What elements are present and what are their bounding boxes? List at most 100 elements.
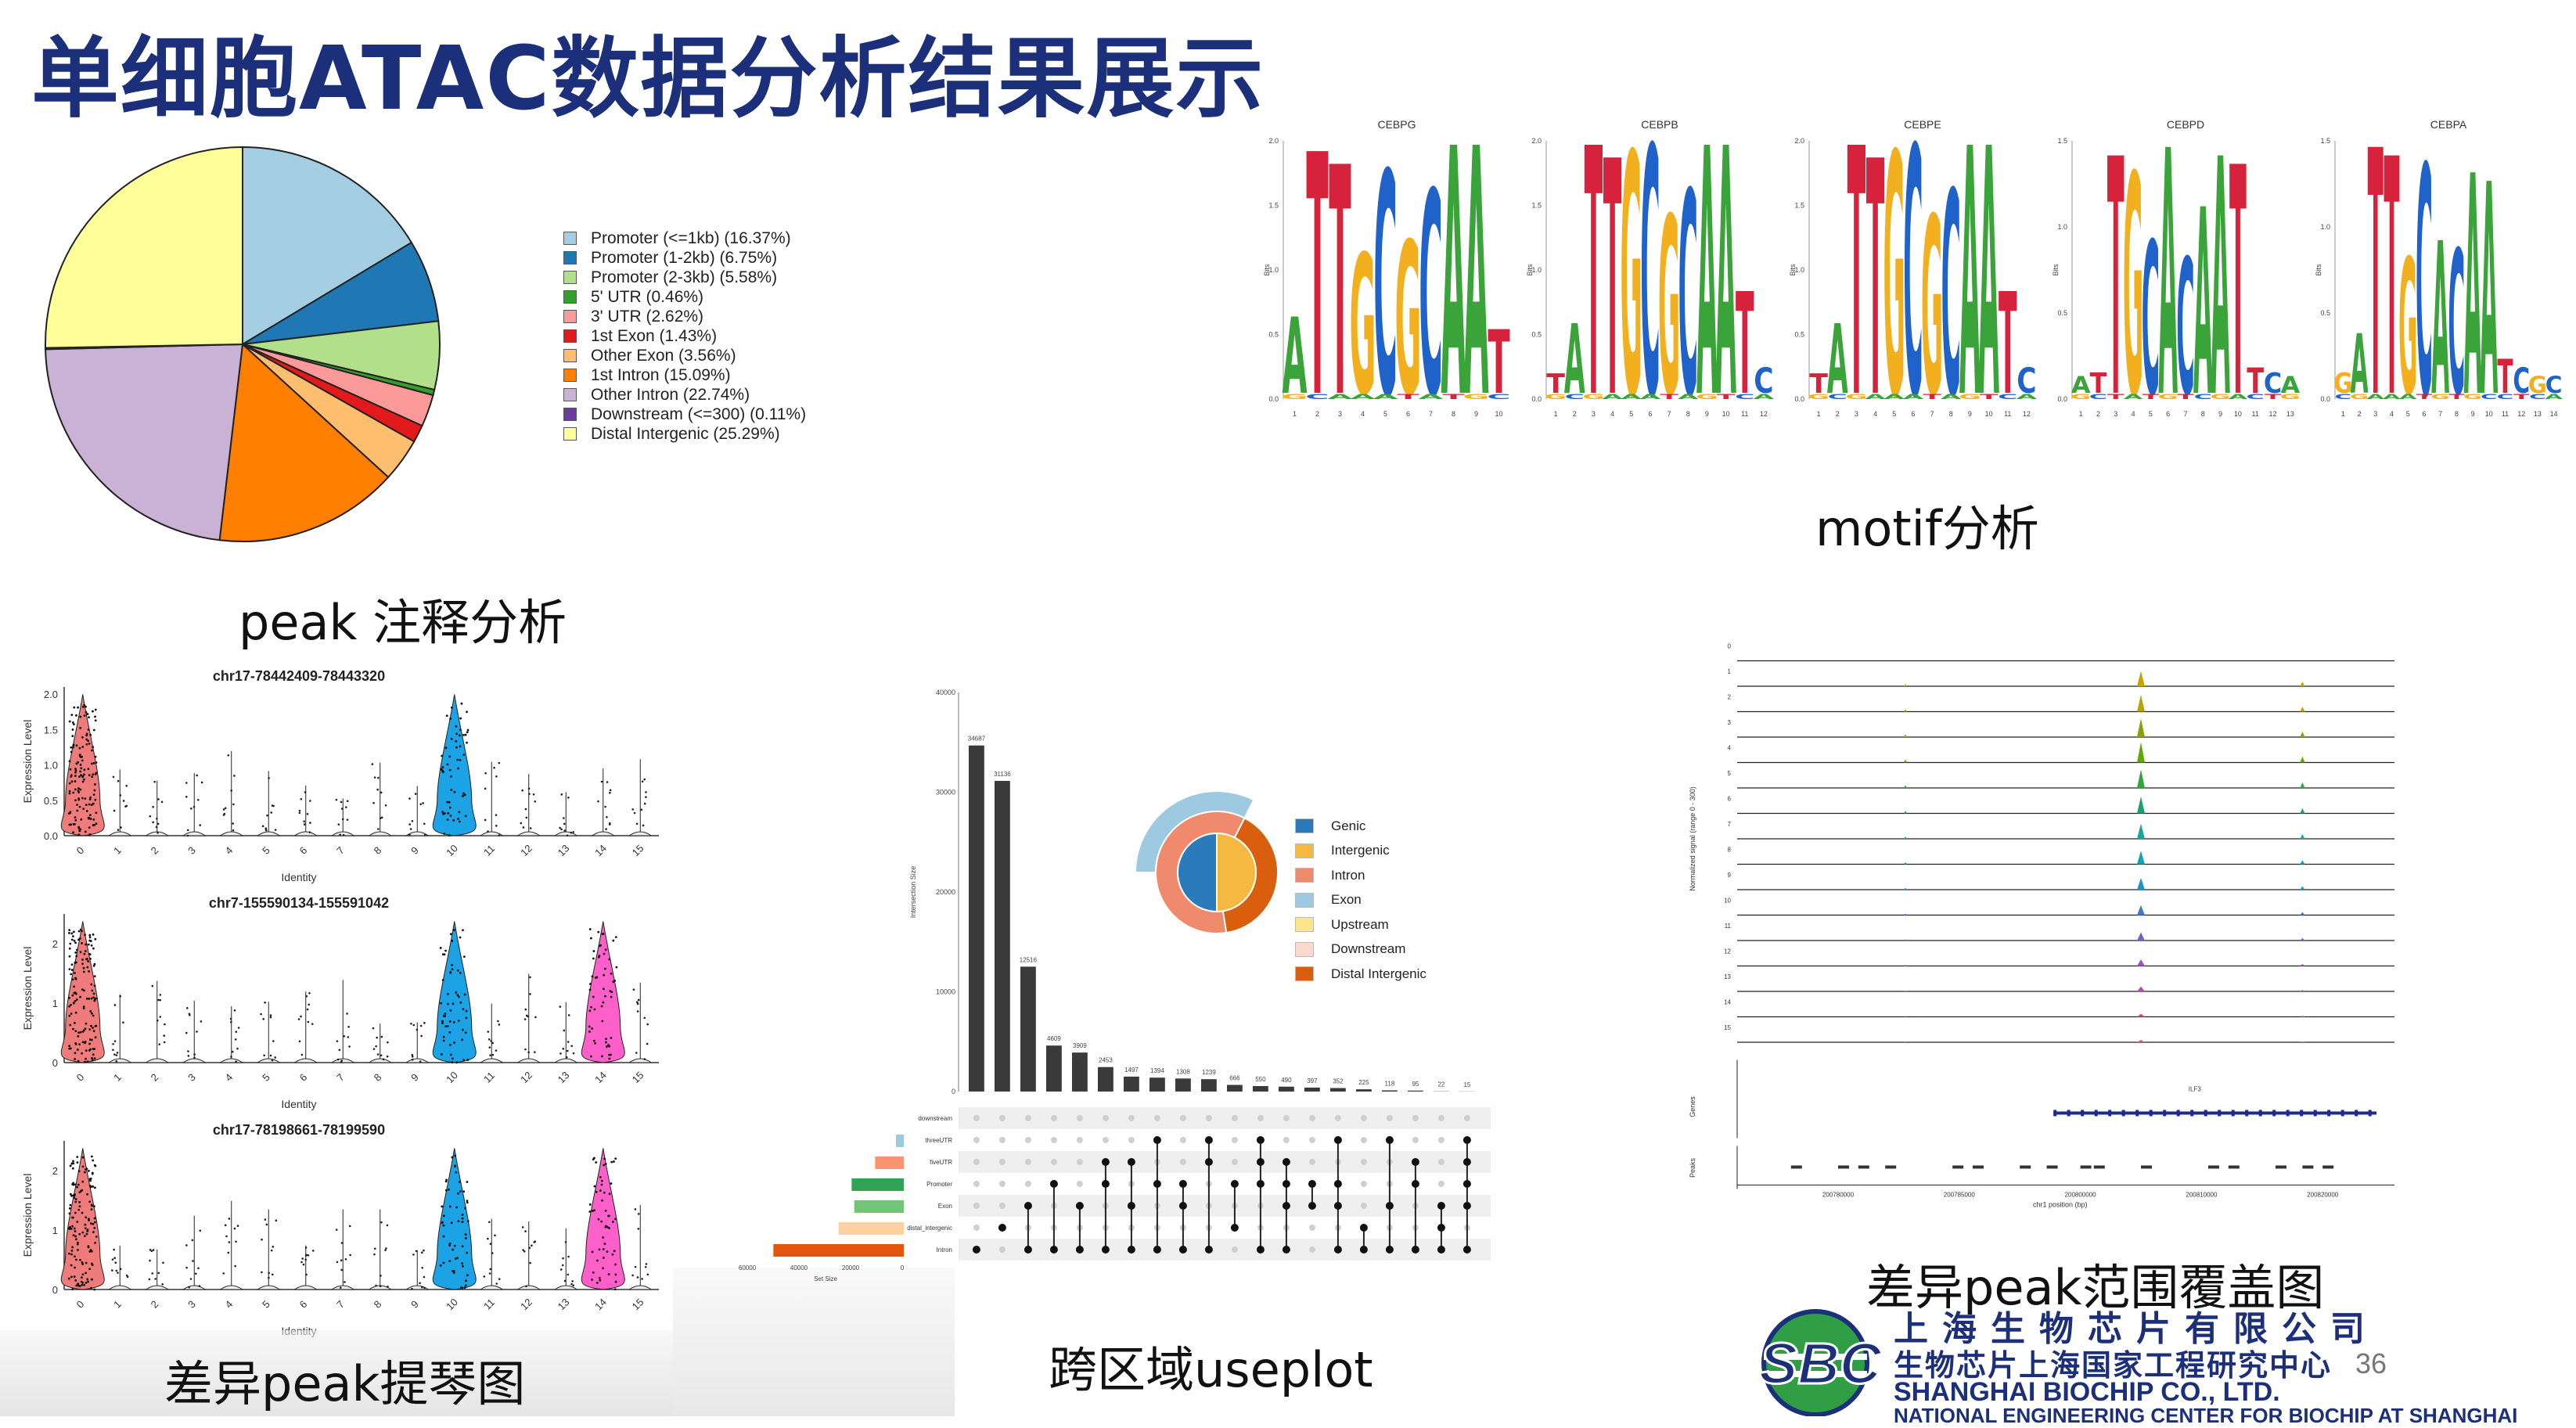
pie-legend-item: 1st Intron (15.09%) xyxy=(563,365,806,385)
legend-label: Genic xyxy=(1331,818,1365,834)
violin-point xyxy=(528,793,531,795)
violin-point xyxy=(308,1021,310,1023)
violin-point xyxy=(603,987,605,990)
violin-point xyxy=(601,1055,603,1057)
violin-point xyxy=(455,733,458,736)
violin-point xyxy=(420,1035,423,1038)
upset-matrix-dot xyxy=(1025,1159,1031,1165)
violin-point xyxy=(444,950,447,952)
violin-point xyxy=(230,1018,232,1020)
coverage-gene-exon xyxy=(2108,1110,2111,1117)
violin-point xyxy=(644,803,646,805)
violin-point xyxy=(525,808,527,811)
violin-point xyxy=(445,1180,448,1182)
upset-matrix-dot xyxy=(1412,1137,1419,1143)
violin-point xyxy=(88,804,91,806)
violin-point xyxy=(416,1250,418,1253)
violin-point xyxy=(94,716,96,718)
venn-legend-item: Upstream xyxy=(1295,912,1427,937)
legend-label: Promoter (<=1kb) (16.37%) xyxy=(591,229,791,248)
violin-point xyxy=(70,746,72,749)
violin-point xyxy=(123,800,125,802)
upset-matrix-dot-active xyxy=(1179,1202,1187,1210)
motif-ytick: 0.5 xyxy=(1531,331,1542,339)
motif-letter-small: T xyxy=(2265,393,2282,401)
violin-point xyxy=(70,1204,72,1207)
violin-point xyxy=(442,766,444,768)
violin-point xyxy=(113,810,116,812)
motif-letter: G xyxy=(2398,221,2417,437)
violin-point xyxy=(534,800,536,803)
violin-point xyxy=(573,1052,575,1055)
violin-xtick: 0 xyxy=(74,844,87,857)
upset-matrix-dot xyxy=(1180,1137,1186,1143)
violin-point xyxy=(70,714,73,716)
violin-point xyxy=(495,1049,498,1052)
coverage-peak-region xyxy=(2229,1166,2240,1169)
violin-point xyxy=(374,776,376,779)
coverage-gene-exon xyxy=(2204,1110,2207,1117)
violin-point xyxy=(95,756,97,758)
motif-letter: A xyxy=(2464,113,2482,438)
violin-point xyxy=(487,830,489,833)
coverage-peak xyxy=(2137,959,2145,966)
violin-point xyxy=(459,728,462,731)
upset-matrix-dot xyxy=(999,1203,1006,1209)
violin-point xyxy=(85,1027,87,1030)
violin-point xyxy=(305,1254,308,1257)
violin-point xyxy=(380,1285,382,1287)
violin-point xyxy=(71,1250,74,1252)
motif-ytick: 2.0 xyxy=(1268,137,1279,145)
violin-point xyxy=(93,762,95,764)
violin-point xyxy=(81,746,84,748)
violin-point xyxy=(122,1021,124,1023)
violin-point xyxy=(164,1023,166,1026)
upset-bar-label: 15 xyxy=(1463,1081,1470,1088)
upset-set-size-bar xyxy=(839,1222,904,1235)
violin-point xyxy=(73,1196,75,1199)
motif-letter-small: C xyxy=(1565,393,1585,401)
violin-point xyxy=(568,1014,570,1016)
violin-point xyxy=(76,804,78,806)
violin-point xyxy=(196,1031,198,1033)
violin-point xyxy=(340,1259,343,1261)
coverage-gene-exon xyxy=(2095,1110,2098,1117)
violin-point xyxy=(462,1214,464,1216)
violin-point xyxy=(448,1031,451,1034)
violin-xtick: 8 xyxy=(372,1298,384,1311)
pie-legend: Promoter (<=1kb) (16.37%)Promoter (1-2kb… xyxy=(563,228,806,444)
violin-shape xyxy=(61,695,104,836)
motif-ylabel: Bits xyxy=(2052,264,2060,276)
violin-point xyxy=(153,781,156,783)
motif-letter-small: A xyxy=(2229,393,2248,401)
coverage-ylabel: Normalized signal (range 0 - 300) xyxy=(1689,786,1696,891)
motif-xtick: 1 xyxy=(1817,410,1821,418)
upset-matrix-dot-active xyxy=(973,1246,980,1254)
motif-letter-small: G xyxy=(2158,393,2178,401)
violin-point xyxy=(606,816,608,818)
violin-point xyxy=(462,1221,464,1223)
upset-matrix-dot xyxy=(1128,1115,1135,1121)
coverage-gene-exon xyxy=(2190,1110,2193,1117)
violin-point xyxy=(483,1275,485,1278)
motif-letter: G xyxy=(2123,112,2143,438)
violin-point xyxy=(459,937,462,939)
violin-point xyxy=(522,1226,524,1228)
violin-point xyxy=(602,1236,604,1239)
coverage-peak xyxy=(2137,1040,2145,1042)
violin-point xyxy=(85,1049,88,1052)
upset-matrix-dot xyxy=(1206,1115,1212,1121)
coverage-track-label: 2 xyxy=(1728,694,1732,701)
upset-matrix-dot-active xyxy=(1437,1246,1445,1254)
coverage-peak-minor xyxy=(1904,811,1907,813)
violin-point xyxy=(464,1207,466,1210)
violin-point xyxy=(304,791,307,793)
upset-matrix-dot-active xyxy=(1463,1136,1471,1144)
violin-point xyxy=(527,1052,530,1054)
legend-label: Downstream xyxy=(1331,941,1405,957)
upset-bar-label: 1308 xyxy=(1176,1068,1190,1075)
violin-point xyxy=(455,1257,457,1260)
violin-point xyxy=(466,1252,468,1254)
violin-point xyxy=(423,1022,426,1024)
